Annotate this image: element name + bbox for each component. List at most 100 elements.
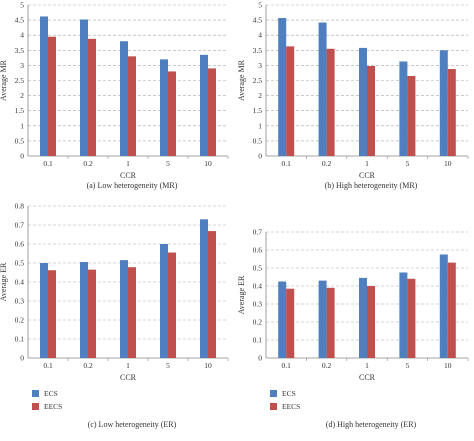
x-tick-label: 10 <box>204 159 212 168</box>
bar-ecs-1 <box>359 47 367 156</box>
x-tick-label: 0.2 <box>83 159 93 168</box>
bar-ecs-5 <box>399 272 408 358</box>
legend-swatch-ecs <box>32 390 39 397</box>
y-tick-label: 0 <box>258 354 262 363</box>
y-tick-label: 5 <box>20 1 24 10</box>
panel-caption: (d) High heterogeneity (ER) <box>326 420 417 429</box>
x-tick-label: 10 <box>444 159 452 168</box>
x-axis-title: CCR <box>359 373 376 382</box>
y-tick-label: 2 <box>258 91 262 100</box>
legend-label-ecs: ECS <box>282 389 296 398</box>
x-tick-label: 10 <box>204 361 212 370</box>
y-tick-label: 0.4 <box>253 282 263 291</box>
y-tick-label: 5 <box>258 1 262 10</box>
x-tick-label: 1 <box>365 159 369 168</box>
y-tick-label: 0.2 <box>253 318 263 327</box>
bar-eecs-0.2 <box>88 269 96 358</box>
bar-eecs-0.1 <box>48 36 56 156</box>
y-tick-label: 0.1 <box>253 336 263 345</box>
legend-label-eecs: EECS <box>282 402 300 411</box>
bar-eecs-0.2 <box>326 287 335 358</box>
x-tick-label: 5 <box>166 361 170 370</box>
bar-eecs-5 <box>407 75 416 156</box>
y-tick-label: 0.8 <box>15 202 25 211</box>
panel-caption: (a) Low heterogeneity (MR) <box>87 181 178 190</box>
y-tick-label: 0 <box>20 152 24 161</box>
y-axis-title: Average MR <box>0 59 8 101</box>
bar-eecs-0.1 <box>48 270 56 358</box>
bar-eecs-1 <box>128 267 136 358</box>
panel-caption: (c) Low heterogeneity (ER) <box>88 420 177 429</box>
bar-ecs-1 <box>120 41 128 156</box>
y-axis-title: Average MR <box>237 59 246 101</box>
x-tick-label: 0.1 <box>43 361 53 370</box>
x-tick-label: 1 <box>365 361 369 370</box>
x-tick-label: 5 <box>166 159 170 168</box>
y-tick-label: 0.5 <box>253 136 263 145</box>
bar-eecs-0.2 <box>88 38 96 156</box>
chart-panel-4: 0 0.1 0.2 0.3 0.4 0.5 0.6 0.7 0.1 0.2 1 5 10 CCR Avera… <box>237 228 469 429</box>
y-tick-label: 3.5 <box>253 46 263 55</box>
bar-ecs-5 <box>160 59 168 156</box>
bar-eecs-5 <box>168 71 176 156</box>
bar-ecs-5 <box>399 61 408 156</box>
x-tick-label: 0.1 <box>282 159 292 168</box>
y-tick-label: 0.5 <box>15 136 25 145</box>
bar-eecs-1 <box>367 66 375 156</box>
bar-ecs-0.1 <box>40 263 48 358</box>
x-axis-title: CCR <box>359 171 376 180</box>
y-tick-label: 0.3 <box>253 300 263 309</box>
bar-ecs-0.2 <box>80 262 88 358</box>
y-tick-label: 0 <box>20 354 24 363</box>
legend-swatch-eecs <box>270 403 277 410</box>
legend-swatch-eecs <box>32 403 39 410</box>
bar-eecs-10 <box>447 69 456 156</box>
y-tick-label: 0.1 <box>15 335 25 344</box>
x-tick-label: 1 <box>126 361 130 370</box>
bar-eecs-10 <box>447 262 456 358</box>
chart-panel-1: 0 0.5 1 1.5 2 2.5 3 3.5 4 4.5 5 0.1 0.2 1 5 10 CCR Averag… <box>0 1 229 190</box>
y-tick-label: 0.7 <box>15 221 25 230</box>
x-axis-title: CCR <box>120 171 137 180</box>
y-tick-label: 3 <box>258 61 262 70</box>
bar-ecs-10 <box>200 54 208 156</box>
bar-ecs-0.1 <box>278 17 287 157</box>
bar-ecs-0.1 <box>278 281 287 358</box>
legend-label-ecs: ECS <box>44 389 58 398</box>
bar-eecs-5 <box>168 252 176 358</box>
bar-eecs-1 <box>367 286 375 358</box>
legend-label-eecs: EECS <box>44 402 62 411</box>
x-tick-label: 0.2 <box>83 361 93 370</box>
x-tick-label: 5 <box>406 361 410 370</box>
bar-eecs-0.1 <box>286 46 295 156</box>
y-tick-label: 3.5 <box>15 46 25 55</box>
y-tick-label: 2.5 <box>253 76 263 85</box>
bar-eecs-10 <box>208 231 216 358</box>
y-tick-label: 3 <box>20 61 24 70</box>
y-tick-label: 0.6 <box>15 240 25 249</box>
y-tick-label: 1 <box>258 121 262 130</box>
y-tick-label: 4.5 <box>15 16 25 25</box>
panel-caption: (b) High heterogeneity (MR) <box>325 181 418 190</box>
bar-eecs-0.2 <box>326 48 335 156</box>
bar-ecs-0.2 <box>318 22 327 156</box>
y-tick-label: 2.5 <box>15 76 25 85</box>
y-tick-label: 0.5 <box>253 264 263 273</box>
bar-eecs-10 <box>208 68 216 156</box>
y-tick-label: 0.3 <box>15 297 25 306</box>
x-tick-label: 1 <box>126 159 130 168</box>
x-axis-title: CCR <box>120 373 137 382</box>
y-tick-label: 4.5 <box>253 16 263 25</box>
x-tick-label: 5 <box>406 159 410 168</box>
bar-eecs-5 <box>407 278 416 358</box>
y-axis-title: Average ER <box>237 275 246 314</box>
x-tick-label: 0.2 <box>322 159 332 168</box>
y-tick-label: 0.2 <box>15 316 25 325</box>
bar-ecs-5 <box>160 244 168 358</box>
y-tick-label: 0 <box>258 152 262 161</box>
y-tick-label: 0.4 <box>15 278 25 287</box>
bar-ecs-10 <box>200 219 208 358</box>
legend-swatch-ecs <box>270 390 277 397</box>
